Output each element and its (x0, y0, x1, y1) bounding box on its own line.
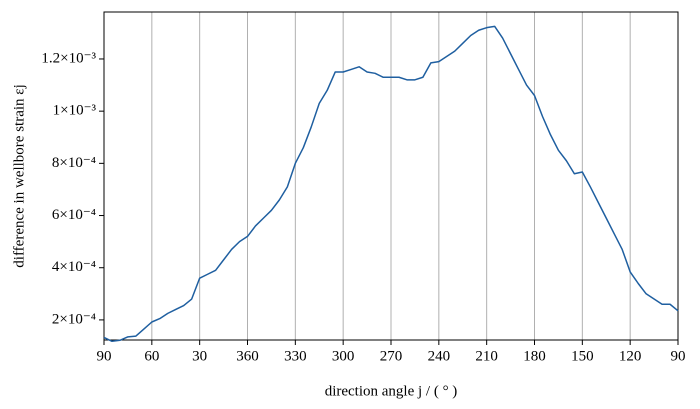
y-tick-label: 1.2×10⁻³ (41, 50, 96, 66)
x-tick-label: 180 (523, 348, 546, 364)
x-tick-label: 120 (619, 348, 642, 364)
y-axis-label: difference in wellbore strain εj (11, 84, 27, 267)
y-tick-label: 4×10⁻⁴ (52, 259, 96, 275)
x-tick-label: 30 (192, 348, 207, 364)
x-tick-label: 270 (380, 348, 403, 364)
x-tick-label: 90 (97, 348, 112, 364)
y-tick-label: 8×10⁻⁴ (52, 155, 96, 171)
x-tick-label: 90 (671, 348, 686, 364)
x-tick-label: 300 (332, 348, 355, 364)
x-tick-label: 240 (428, 348, 451, 364)
x-tick-label: 330 (284, 348, 307, 364)
y-tick-label: 2×10⁻⁴ (52, 311, 96, 327)
x-tick-label: 60 (144, 348, 159, 364)
x-tick-label: 210 (475, 348, 498, 364)
y-tick-label: 6×10⁻⁴ (52, 207, 96, 223)
x-axis-label: direction angle j / ( ° ) (325, 383, 458, 399)
x-tick-label: 360 (236, 348, 259, 364)
data-line (103, 25, 679, 343)
plot-frame (103, 11, 679, 341)
y-tick-label: 1×10⁻³ (53, 103, 97, 119)
x-tick-label: 150 (571, 348, 594, 364)
